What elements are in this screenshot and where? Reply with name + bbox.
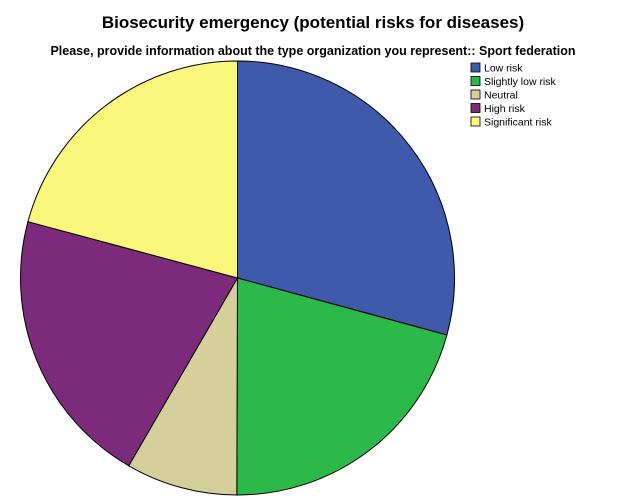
chart-title: Biosecurity emergency (potential risks f… — [102, 13, 524, 32]
legend-swatch-high-risk — [470, 103, 481, 113]
chart-subtitle: Please, provide information about the ty… — [50, 44, 575, 58]
legend-label-significant-risk: Significant risk — [484, 117, 552, 129]
legend-swatch-slightly-low-risk — [470, 76, 481, 86]
legend-swatch-significant-risk — [470, 116, 481, 127]
pie-slice-low-risk — [237, 60, 455, 336]
pie-slice-slightly-low-risk — [236, 277, 448, 496]
legend-swatch-neutral — [470, 89, 481, 100]
pie-slices — [20, 60, 455, 496]
pie-slice-high-risk — [20, 221, 239, 467]
pie-slice-significant-risk — [27, 60, 238, 279]
legend-swatch-low-risk — [470, 62, 481, 73]
legend-label-high-risk: High risk — [484, 103, 526, 115]
pie-slice-neutral — [128, 276, 239, 496]
legend-label-slightly-low-risk: Slightly low risk — [484, 76, 557, 88]
legend-label-low-risk: Low risk — [484, 63, 523, 75]
legend-label-neutral: Neutral — [484, 90, 518, 102]
